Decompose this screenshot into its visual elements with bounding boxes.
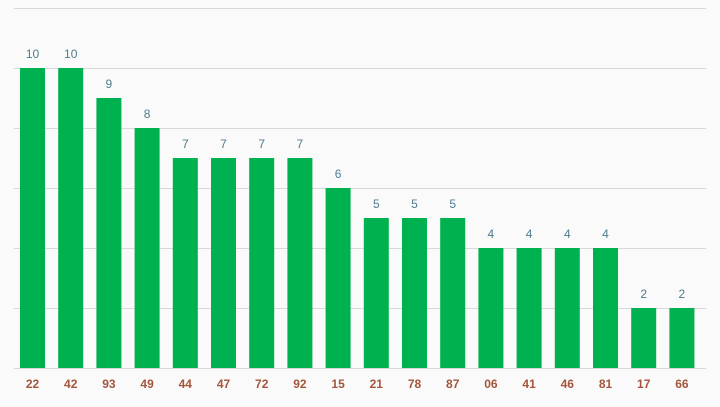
bar [20,68,45,368]
bar [554,248,580,368]
value-label: 7 [220,137,227,151]
value-label: 10 [26,47,40,61]
value-label: 5 [373,197,380,211]
bar [96,98,122,368]
x-tick-label: 87 [446,377,460,391]
bar [631,308,657,368]
x-tick-label: 42 [64,377,78,391]
value-label: 4 [564,227,571,241]
x-tick-label: 66 [675,377,689,391]
bar [669,308,695,368]
x-tick-label: 06 [484,377,498,391]
x-tick-label: 92 [293,377,307,391]
x-tick-label: 47 [217,377,231,391]
x-tick-label: 81 [599,377,613,391]
bar [287,158,313,368]
value-label: 7 [297,137,304,151]
x-tick-label: 49 [140,377,154,391]
value-label: 2 [640,287,647,301]
value-label: 4 [526,227,533,241]
bar [478,248,504,368]
value-label: 5 [411,197,418,211]
bar [249,158,275,368]
value-label: 2 [679,287,686,301]
bar [593,248,618,368]
x-tick-label: 78 [408,377,422,391]
value-label: 4 [602,227,609,241]
bar [325,188,351,368]
x-tick-label: 21 [370,377,384,391]
bar [402,218,427,368]
x-tick-label: 93 [102,377,116,391]
x-tick-label: 72 [255,377,269,391]
x-tick-label: 41 [522,377,536,391]
value-label: 7 [182,137,189,151]
value-label: 9 [106,77,113,91]
x-tick-label: 46 [561,377,575,391]
bar [516,248,542,368]
bar [440,218,466,368]
x-tick-label: 22 [26,377,40,391]
value-label: 7 [258,137,265,151]
bar [58,68,84,368]
x-tick-label: 17 [637,377,651,391]
bar [134,128,160,368]
bar [211,158,236,368]
value-label: 5 [449,197,456,211]
bar [363,218,389,368]
x-tick-label: 15 [331,377,345,391]
value-label: 6 [335,167,342,181]
bar [172,158,198,368]
value-label: 4 [488,227,495,241]
value-label: 8 [144,107,151,121]
value-label: 10 [64,47,78,61]
x-tick-label: 44 [179,377,193,391]
